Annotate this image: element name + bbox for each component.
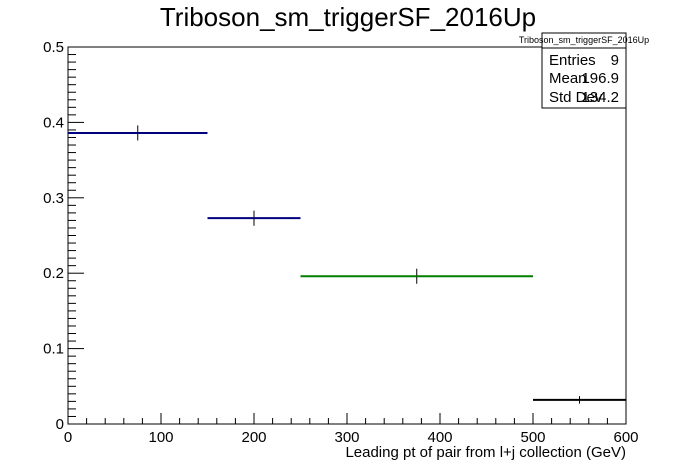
- chart-title: Triboson_sm_triggerSF_2016Up: [160, 2, 536, 32]
- y-tick-label: 0.4: [43, 114, 64, 131]
- stats-entries-value: 9: [611, 52, 619, 69]
- x-tick-label: 100: [148, 429, 173, 446]
- x-axis: 0 100 200 300 400 500 600: [64, 413, 639, 446]
- x-tick-label: 600: [613, 429, 638, 446]
- y-tick-label: 0.2: [43, 265, 64, 282]
- stats-mean-label: Mean: [549, 70, 587, 87]
- y-tick-label: 0.5: [43, 39, 64, 56]
- stats-box: Triboson_sm_triggerSF_2016Up Entries 9 M…: [519, 32, 649, 109]
- stats-stddev-value: 134.2: [581, 89, 619, 106]
- stats-box-frame: [541, 32, 627, 109]
- y-tick-label: 0: [56, 416, 64, 433]
- x-tick-label: 400: [427, 429, 452, 446]
- y-tick-label: 0.3: [43, 190, 64, 207]
- x-tick-label: 0: [64, 429, 72, 446]
- histogram-bins: [68, 125, 626, 404]
- y-tick-label: 0.1: [43, 341, 64, 358]
- stats-box-title: Triboson_sm_triggerSF_2016Up: [519, 35, 649, 45]
- x-tick-label: 500: [520, 429, 545, 446]
- stats-mean-value: 196.9: [581, 70, 619, 87]
- y-axis: 0 0.1 0.2 0.3 0.4 0.5: [43, 39, 84, 433]
- stats-entries-label: Entries: [549, 52, 596, 69]
- x-tick-label: 200: [241, 429, 266, 446]
- x-axis-label: Leading pt of pair from l+j collection (…: [345, 444, 626, 461]
- stats-stddev-label: Std Dev: [549, 89, 603, 106]
- x-tick-label: 300: [334, 429, 359, 446]
